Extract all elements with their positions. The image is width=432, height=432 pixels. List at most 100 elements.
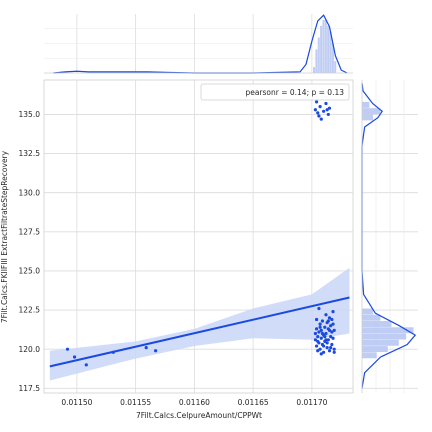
scatter-point — [322, 109, 326, 113]
scatter-point — [319, 336, 323, 340]
scatter-point — [322, 344, 326, 348]
marginal-x-bar — [317, 37, 320, 73]
annotation-text: pearsonr = 0.14; p = 0.13 — [245, 88, 344, 97]
marginal-y-bar — [362, 108, 381, 115]
x-tick-label: 0.01155 — [120, 398, 151, 407]
scatter-point — [319, 117, 323, 121]
scatter-point — [314, 317, 319, 322]
scatter-point — [329, 346, 333, 350]
scatter-point — [327, 328, 332, 332]
scatter-point — [331, 322, 335, 326]
marginal-x-distribution — [44, 14, 353, 74]
grid — [44, 14, 418, 393]
scatter-point — [319, 328, 323, 332]
scatter-point — [316, 339, 320, 343]
scatter-point — [314, 327, 319, 331]
scatter-point — [329, 324, 333, 328]
scatter-point — [323, 325, 327, 329]
marginal-y-bar — [362, 346, 388, 353]
marginal-x-kde — [53, 14, 348, 74]
scatter-point — [325, 346, 329, 350]
y-tick-label: 132.5 — [19, 149, 41, 158]
marginal-y-bar — [362, 333, 407, 340]
scatter-point — [331, 336, 335, 340]
y-tick-label: 135.0 — [19, 110, 41, 119]
scatter-point — [154, 349, 158, 353]
scatter-point — [323, 335, 327, 339]
scatter-point — [327, 349, 332, 353]
marginal-x-bar — [322, 19, 325, 73]
confidence-band — [49, 267, 350, 381]
scatter-point — [324, 338, 328, 342]
scatter-point — [332, 350, 336, 354]
scatter-point — [330, 342, 334, 347]
scatter-point — [314, 344, 319, 348]
marginal-x-bar — [331, 43, 334, 73]
scatter-point — [325, 341, 329, 345]
y-tick-label: 127.5 — [19, 227, 41, 236]
y-tick-label: 117.5 — [19, 384, 41, 393]
scatter-point — [327, 106, 332, 110]
regression-line — [49, 296, 350, 368]
marginal-y-bar — [362, 114, 374, 121]
y-tick-label: 130.0 — [19, 188, 41, 197]
x-tick-label: 0.01170 — [296, 398, 327, 407]
x-axis-label: 7Filt.Calcs.CelpureAmount/CPPWt — [136, 411, 262, 420]
scatter-point — [111, 350, 115, 354]
tick-labels: 0.01150 0.01155 0.01160 0.01165 0.01170 117.5… — [19, 110, 328, 407]
y-tick-label: 125.0 — [19, 267, 41, 276]
marginal-x-bar — [320, 25, 323, 73]
scatter-point — [318, 105, 322, 109]
confidence-band-layer — [49, 267, 350, 381]
scatter-point — [314, 100, 319, 104]
scatter-point — [318, 347, 322, 351]
scatter-point — [324, 101, 328, 106]
scatter-point — [317, 114, 321, 118]
scatter-point — [316, 335, 320, 339]
scatter-point — [316, 349, 320, 353]
y-tick-label: 122.5 — [19, 306, 41, 315]
marginal-y-bar — [362, 339, 399, 346]
marginal-x-bar — [329, 31, 332, 73]
marginal-x-bar — [334, 61, 337, 73]
x-tick-label: 0.01150 — [61, 398, 92, 407]
scatter-point — [320, 319, 325, 323]
marginal-y-kde — [361, 83, 417, 389]
scatter-point — [330, 317, 334, 322]
scatter-point — [327, 316, 332, 320]
marginal-y-bar — [362, 314, 381, 321]
scatter-point — [329, 335, 333, 339]
x-tick-label: 0.01160 — [179, 398, 210, 407]
scatter-point — [72, 355, 77, 359]
scatter-point — [317, 330, 321, 334]
marginal-y-bar — [362, 308, 374, 315]
scatter-point — [313, 331, 318, 336]
scatter-point — [331, 310, 335, 314]
main-plot-area — [43, 79, 354, 394]
scatter-point — [319, 352, 323, 356]
marginal-y-bar — [362, 327, 414, 334]
marginal-x-bar — [313, 67, 316, 73]
scatter-point — [313, 108, 318, 112]
scatter-point — [144, 346, 148, 350]
scatter-point — [313, 338, 318, 342]
marginal-y-bar — [362, 352, 377, 359]
scatter-point — [326, 112, 330, 117]
scatter-point — [332, 328, 336, 332]
marginal-y-bar — [362, 101, 370, 108]
scatter-points — [65, 100, 336, 367]
scatter-point — [330, 330, 334, 334]
scatter-point — [325, 108, 329, 112]
scatter-point — [326, 338, 330, 342]
scatter-point — [317, 306, 321, 311]
annotation-box — [200, 83, 350, 101]
x-tick-label: 0.01165 — [238, 398, 269, 407]
marginal-y-bar — [362, 321, 392, 327]
stats-annotation: pearsonr = 0.14; p = 0.13 — [200, 83, 350, 101]
scatter-point — [332, 347, 336, 351]
y-axis-label: 7Filt.Calcs.FKIIFIII ExtractFiltrateStep… — [0, 150, 9, 323]
scatter-point — [324, 313, 328, 317]
scatter-point — [65, 347, 70, 351]
scatter-point — [324, 331, 328, 336]
